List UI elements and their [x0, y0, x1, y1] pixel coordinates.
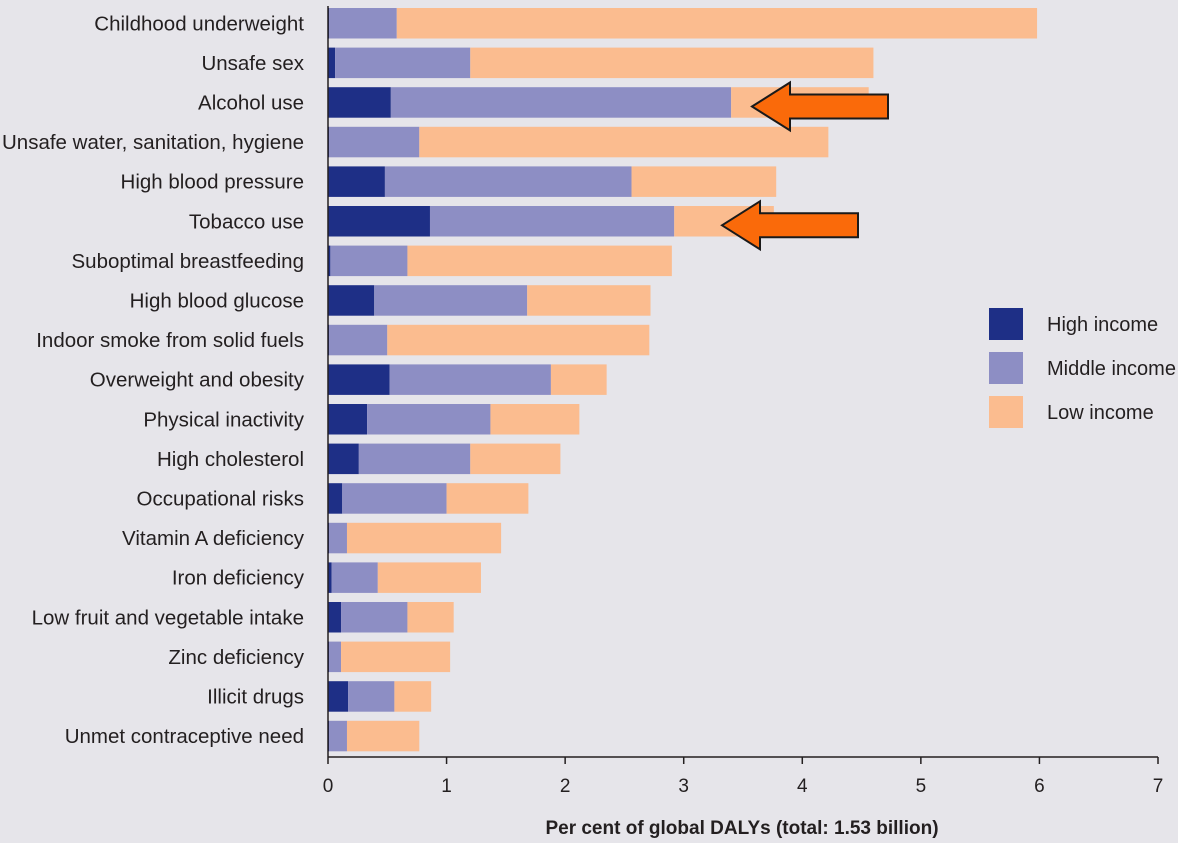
- bar-indoor-smoke-from-solid-fuels-low-income: [387, 324, 650, 356]
- category-label: Overweight and obesity: [90, 369, 305, 392]
- bar-tobacco-use-high-income: [328, 206, 430, 237]
- bar-physical-inactivity-high-income: [328, 404, 368, 435]
- bar-suboptimal-breastfeeding-low-income: [407, 245, 672, 277]
- bar-low-fruit-and-vegetable-intake-high-income: [328, 602, 342, 633]
- category-label: Low fruit and vegetable intake: [32, 606, 304, 629]
- category-label: Childhood underweight: [94, 12, 304, 35]
- legend-label-low-income: Low income: [1047, 402, 1154, 424]
- bar-physical-inactivity-middle-income: [367, 404, 491, 435]
- bar-illicit-drugs-low-income: [394, 681, 432, 712]
- bar-unsafe-sex-high-income: [328, 47, 336, 79]
- category-label: Physical inactivity: [143, 408, 304, 431]
- bar-occupational-risks-high-income: [328, 483, 343, 514]
- legend-swatch-low-income: [989, 396, 1023, 428]
- x-tick-label: 2: [560, 776, 571, 797]
- category-label: High blood glucose: [130, 289, 304, 312]
- category-label: Vitamin A deficiency: [122, 527, 305, 550]
- legend: High income Middle income Low income: [989, 308, 1176, 428]
- bar-suboptimal-breastfeeding-middle-income: [330, 245, 408, 277]
- bar-zinc-deficiency-low-income: [341, 641, 451, 673]
- bar-overweight-and-obesity-high-income: [328, 364, 390, 395]
- bar-unsafe-sex-low-income: [470, 47, 874, 79]
- category-label: Zinc deficiency: [168, 646, 304, 669]
- category-label: High blood pressure: [121, 171, 304, 194]
- bar-alcohol-use-high-income: [328, 87, 391, 118]
- category-label: Alcohol use: [198, 91, 304, 114]
- bar-tobacco-use-middle-income: [429, 206, 675, 237]
- bar-childhood-underweight-low-income: [396, 8, 1038, 39]
- bar-low-fruit-and-vegetable-intake-low-income: [407, 602, 454, 633]
- x-tick-label: 1: [441, 776, 452, 797]
- category-label: Tobacco use: [189, 210, 304, 233]
- bar-alcohol-use-middle-income: [390, 87, 732, 118]
- category-label: Illicit drugs: [207, 685, 304, 708]
- bar-high-cholesterol-middle-income: [358, 443, 471, 475]
- category-labels: Childhood underweight Unsafe sex Alcohol u…: [2, 12, 305, 748]
- bar-unmet-contraceptive-need-middle-income: [329, 720, 347, 752]
- bar-unsafe-water-sanitation-hygiene-low-income: [419, 126, 829, 158]
- bar-indoor-smoke-from-solid-fuels-middle-income: [329, 324, 388, 356]
- category-label: Unsafe water, sanitation, hygiene: [2, 131, 304, 154]
- category-label: Indoor smoke from solid fuels: [36, 329, 304, 352]
- x-tick-label: 7: [1153, 776, 1164, 797]
- x-tick-label: 4: [797, 776, 808, 797]
- bar-high-blood-glucose-middle-income: [374, 285, 528, 316]
- x-tick-label: 5: [916, 776, 927, 797]
- bar-high-blood-pressure-high-income: [328, 166, 385, 197]
- bar-unsafe-sex-middle-income: [335, 47, 471, 79]
- category-label: Suboptimal breastfeeding: [72, 250, 305, 273]
- x-tick-label: 3: [678, 776, 689, 797]
- bar-high-blood-pressure-low-income: [631, 166, 777, 197]
- x-axis: 0 1 2 3 4 5 6 7: [323, 6, 1164, 797]
- bar-suboptimal-breastfeeding-high-income: [328, 245, 331, 277]
- annotations: [720, 80, 889, 252]
- category-label: Iron deficiency: [172, 567, 305, 590]
- bar-high-blood-glucose-low-income: [527, 285, 651, 316]
- bar-illicit-drugs-middle-income: [348, 681, 395, 712]
- bar-overweight-and-obesity-middle-income: [389, 364, 551, 395]
- category-label: Unmet contraceptive need: [65, 725, 304, 748]
- bar-physical-inactivity-low-income: [490, 404, 580, 435]
- legend-label-middle-income: Middle income: [1047, 358, 1176, 380]
- bar-iron-deficiency-low-income: [377, 562, 481, 593]
- bar-vitamin-a-deficiency-low-income: [346, 522, 502, 554]
- legend-label-high-income: High income: [1047, 314, 1158, 336]
- bar-vitamin-a-deficiency-middle-income: [329, 522, 347, 554]
- category-label: Unsafe sex: [201, 52, 304, 75]
- legend-swatch-high-income: [989, 308, 1023, 340]
- bar-high-blood-pressure-middle-income: [384, 166, 632, 197]
- x-tick-label: 0: [323, 776, 334, 797]
- bar-high-cholesterol-low-income: [470, 443, 561, 475]
- bar-iron-deficiency-middle-income: [331, 562, 378, 593]
- bar-childhood-underweight-middle-income: [329, 8, 397, 39]
- bars-group: [328, 8, 1038, 752]
- x-axis-title: Per cent of global DALYs (total: 1.53 bi…: [545, 818, 938, 839]
- bar-illicit-drugs-high-income: [328, 681, 349, 712]
- bar-occupational-risks-middle-income: [342, 483, 447, 514]
- legend-swatch-middle-income: [989, 352, 1023, 384]
- bar-zinc-deficiency-middle-income: [329, 641, 342, 673]
- category-label: Occupational risks: [137, 487, 304, 510]
- bar-unmet-contraceptive-need-low-income: [346, 720, 420, 752]
- bar-occupational-risks-low-income: [446, 483, 529, 514]
- x-tick-label: 6: [1034, 776, 1045, 797]
- bar-iron-deficiency-high-income: [328, 562, 332, 593]
- arrow-annotation-tobacco-use: [720, 199, 859, 252]
- bar-high-cholesterol-high-income: [328, 443, 359, 475]
- arrow-annotation-alcohol-use: [750, 80, 889, 133]
- bar-low-fruit-and-vegetable-intake-middle-income: [341, 602, 408, 633]
- bar-unsafe-water-sanitation-hygiene-middle-income: [329, 126, 420, 158]
- bar-overweight-and-obesity-low-income: [550, 364, 607, 395]
- bar-high-blood-glucose-high-income: [328, 285, 375, 316]
- category-label: High cholesterol: [157, 448, 304, 471]
